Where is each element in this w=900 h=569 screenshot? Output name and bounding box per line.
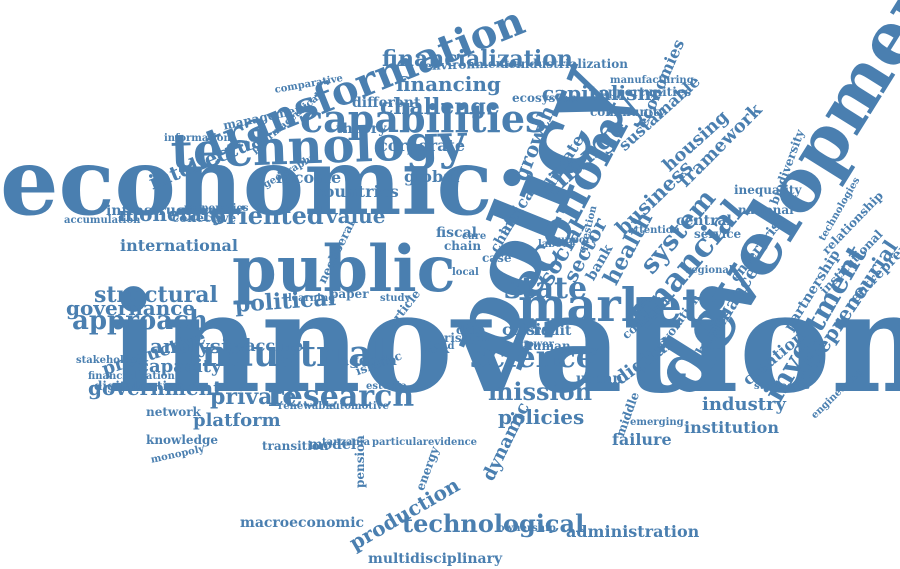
word-research: research (268, 379, 415, 414)
word-credit: credit (525, 323, 572, 339)
word-attention: attention (628, 225, 680, 236)
word-evidence: evidence (428, 437, 478, 448)
word-inequality: inequality (734, 183, 802, 197)
word-care: care (462, 231, 487, 242)
word-economic: economic (0, 128, 493, 236)
word-service: service (694, 227, 742, 241)
word-governance: governance (66, 296, 196, 320)
word-collective: collective (172, 211, 237, 225)
word-stakeholder: stakeholder (76, 355, 143, 366)
word-fiscal: fiscal (436, 225, 477, 241)
word-value: value (326, 204, 386, 228)
word-corporate: corporate (378, 136, 466, 155)
word-industrial: industrial (188, 333, 386, 375)
word-emerging: emerging (630, 417, 684, 428)
word-capacity: capacity (138, 356, 222, 377)
word-chain: chain (444, 239, 482, 253)
word-paper: paper (330, 287, 369, 301)
word-different: different (352, 95, 421, 111)
word-land: land (430, 341, 455, 352)
word-analysis: analysis (150, 334, 240, 358)
word-network: network (146, 405, 201, 419)
word-particular: particular (372, 437, 429, 448)
word-risk: risk (444, 331, 470, 345)
word-institution: institution (684, 418, 779, 437)
word-support: support (552, 235, 596, 246)
word-failure: failure (612, 430, 672, 449)
word-model: model (308, 437, 357, 453)
word-monopoly: monopoly (149, 443, 206, 466)
word-accumulation: accumulation (64, 215, 141, 226)
word-science: science (470, 340, 595, 375)
word-money: money (562, 345, 599, 356)
word-theory: theory (336, 121, 387, 137)
word-financialisation: financialisation (88, 371, 175, 382)
word-capitalism: capitalism (542, 81, 659, 105)
word-oriented: oriented (210, 201, 324, 230)
word-work: work (422, 345, 450, 356)
word-public: public (232, 232, 456, 307)
word-agenda: agenda (340, 353, 397, 369)
word-learning: learning (288, 293, 336, 304)
word-innovation: innovation (108, 261, 900, 424)
word-urban: urban (576, 371, 623, 387)
word-policies: policies (498, 405, 585, 429)
word-financing: financing (396, 72, 501, 96)
word-community: community (590, 105, 666, 119)
word-government: government (88, 376, 223, 400)
word-case: case (482, 251, 512, 265)
word-administration: administration (566, 522, 700, 541)
word-information: information (164, 133, 231, 144)
word-digitalization: digitalization (94, 379, 184, 393)
word-firm: firm (466, 333, 490, 344)
word-private: private (210, 384, 297, 410)
word-vaccine: vaccine (236, 336, 304, 355)
word-manufacturing: manufacturing (610, 75, 694, 86)
word-ecosystem: ecosystem (512, 91, 582, 105)
word-monopolies: monopolies (184, 203, 249, 214)
word-ownership: ownership (498, 523, 556, 534)
word-market: market (518, 278, 704, 332)
word-capabilities: capabilities (300, 96, 547, 141)
word-platform: platform (193, 410, 281, 431)
word-renewable: renewable (278, 401, 336, 412)
word-challenge: challenge (380, 94, 500, 120)
word-approach: approach (72, 306, 208, 336)
word-opportunities: opportunities (600, 85, 692, 99)
word-local: local (452, 267, 479, 278)
word-power: power (520, 339, 554, 350)
word-study: study (380, 293, 411, 304)
word-central: central (676, 213, 732, 229)
word-strategies: strategies (754, 381, 810, 392)
word-crisis: crisis (502, 320, 551, 339)
word-state: state (504, 271, 588, 306)
word-transition: transition (262, 439, 329, 453)
word-mission: mission (488, 377, 593, 406)
word-technological: technological (402, 509, 585, 538)
word-countries: countries (314, 182, 399, 201)
word-global: global (404, 167, 460, 186)
word-tanzania: tanzania (322, 437, 371, 448)
word-international: international (120, 236, 238, 255)
word-national: national (738, 203, 794, 217)
word-data: data (456, 323, 486, 337)
word-multidisciplinary: multidisciplinary (368, 551, 503, 567)
word-labour: labour (538, 239, 575, 250)
word-industry: industry (702, 394, 786, 415)
word-regional: regional (686, 265, 733, 276)
word-monetary: monetary (118, 202, 225, 226)
word-infrastructure: infrastructure (106, 203, 218, 219)
word-financialization: financialization (382, 46, 573, 72)
word-structural: structural (94, 282, 218, 308)
word-macroeconomic: macroeconomic (240, 515, 365, 531)
word-income: income (276, 168, 342, 187)
word-estonia: estonia (366, 381, 407, 392)
word-automotive: automotive (326, 401, 389, 412)
word-knowledge: knowledge (146, 433, 218, 447)
word-human: human (524, 339, 571, 353)
word-deindustrialization: deindustrialization (500, 57, 628, 71)
